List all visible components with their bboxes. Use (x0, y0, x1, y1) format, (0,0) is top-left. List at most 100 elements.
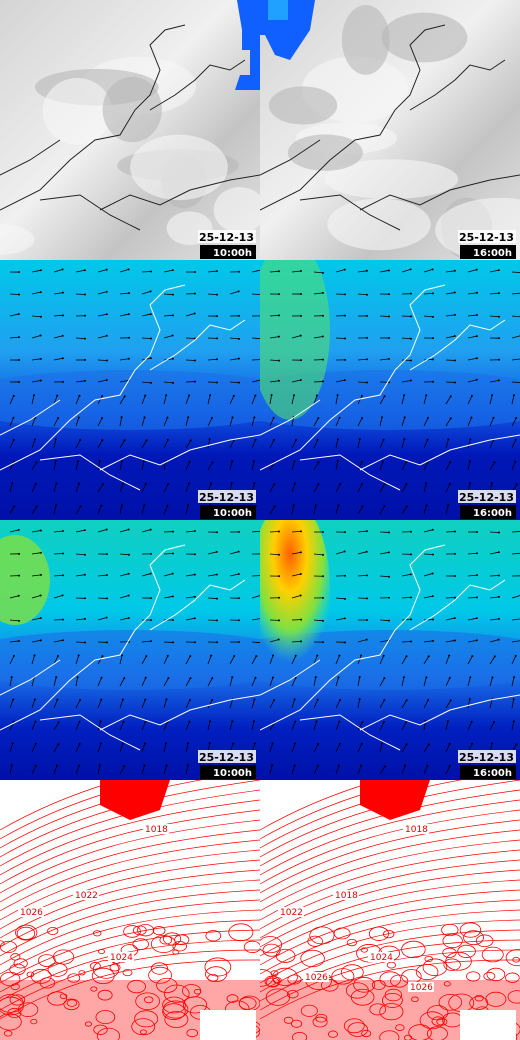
wind-arrow (489, 315, 500, 318)
isobar (260, 889, 520, 957)
arrow-head (426, 416, 429, 419)
wind-arrow (97, 765, 101, 775)
wind-arrow (489, 417, 494, 427)
wind-arrow (75, 380, 85, 383)
wind-arrow (9, 505, 15, 515)
arrow-head (361, 505, 364, 508)
arrow-head (167, 483, 170, 486)
wind-arrow (31, 335, 41, 339)
arrow-head (39, 334, 42, 337)
isobar (0, 929, 260, 993)
arrow-head (475, 378, 478, 381)
arrow-head (446, 720, 449, 723)
isobar-loop (403, 1034, 413, 1040)
wind-arrow (511, 335, 520, 339)
arrow-head (237, 619, 240, 622)
isobar-loop (132, 938, 149, 951)
wind-arrow (357, 699, 360, 709)
wind-arrow (207, 551, 217, 555)
arrow-head (188, 720, 191, 723)
arrow-head (171, 552, 174, 555)
arrow-head (78, 482, 81, 485)
arrow-head (83, 641, 86, 644)
arrow-head (127, 313, 130, 316)
arrow-head (431, 639, 434, 642)
wind-arrow (119, 529, 129, 533)
wind-arrow (357, 551, 367, 555)
arrow-head (299, 594, 302, 597)
wind-arrow (97, 699, 102, 709)
isobar-label: 1018 (405, 825, 428, 835)
arrow-head (380, 416, 383, 419)
arrow-head (171, 357, 174, 360)
arrow-head (259, 269, 260, 271)
isobar (260, 829, 520, 903)
arrow-head (338, 720, 341, 723)
arrow-head (209, 720, 212, 723)
wind-arrow (511, 271, 520, 273)
cloud (102, 76, 162, 143)
wind-arrow (9, 529, 19, 533)
wind-arrow (467, 617, 477, 621)
arrow-head (56, 654, 59, 657)
isobar-label: 1026 (410, 983, 433, 993)
wind-arrow (379, 396, 385, 405)
wind-arrow (119, 743, 124, 753)
arrow-head (33, 698, 36, 701)
isobar-loop (369, 1003, 387, 1016)
wind-arrow (467, 596, 478, 599)
arrow-head (381, 742, 384, 745)
arrow-head (10, 764, 13, 767)
arrow-head (512, 720, 515, 723)
arrow-head (127, 336, 130, 339)
wind-arrow (229, 337, 239, 340)
isobar-loop (47, 991, 68, 1006)
arrow-head (78, 394, 81, 397)
wind-arrow (251, 677, 256, 687)
band (0, 630, 260, 690)
isobar-loop (143, 996, 154, 1004)
arrow-head (387, 575, 390, 578)
wind-arrow (185, 505, 189, 515)
arrow-head (149, 313, 152, 316)
wind-arrow (467, 439, 471, 449)
isobar-loop (395, 1024, 405, 1031)
arrow-head (431, 528, 434, 531)
arrow-head (409, 337, 412, 340)
arrow-head (383, 677, 386, 680)
arrow-head (17, 594, 20, 597)
isobar-loop (17, 1002, 39, 1017)
arrow-head (231, 416, 234, 419)
wind-arrow (251, 699, 255, 709)
arrow-head (337, 764, 340, 767)
arrow-head (453, 291, 456, 294)
wind-arrow (53, 505, 57, 515)
cloud (130, 134, 228, 201)
wind-arrow (313, 699, 319, 709)
arrow-head (143, 504, 146, 507)
arrow-head (277, 530, 280, 533)
arrow-head (277, 638, 280, 641)
arrow-head (253, 698, 256, 701)
time-label: 10:00h (213, 248, 252, 259)
arrow-head (61, 530, 64, 533)
wind-arrow (163, 655, 169, 665)
arrow-head (17, 293, 20, 296)
isobar (0, 839, 260, 912)
arrow-head (315, 394, 318, 397)
wind-arrow (269, 336, 279, 339)
arrow-head (78, 742, 81, 745)
arrow-head (405, 743, 408, 746)
wind-arrow (291, 439, 297, 449)
arrow-head (171, 314, 174, 317)
isobar-label: 1024 (110, 953, 133, 963)
wind-arrow (141, 381, 151, 384)
isobar-loop (123, 925, 141, 938)
wind-arrow (53, 314, 64, 317)
wind-arrow (251, 655, 257, 665)
arrow-head (336, 460, 339, 463)
wind-arrow (291, 699, 295, 709)
arrow-head (270, 394, 273, 397)
wind-arrow (467, 699, 471, 709)
isobar (0, 799, 260, 876)
